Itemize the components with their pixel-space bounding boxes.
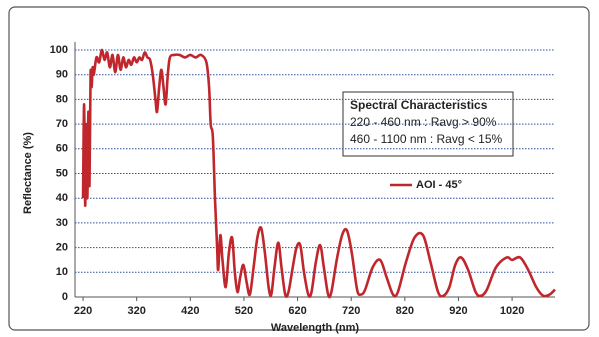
y-tick-label: 30 [56,217,68,229]
y-axis-title: Reflectance (%) [22,132,34,214]
x-tick-label: 620 [288,305,306,317]
annotation: Spectral Characteristics [350,98,488,112]
x-axis-title: Wavelength (nm) [271,322,360,334]
y-tick-label: 90 [56,69,68,81]
y-tick-label: 20 [56,242,68,254]
x-tick-label: 720 [342,305,360,317]
x-tick-label: 820 [396,305,414,317]
y-tick-label: 40 [56,192,68,204]
legend-label: AOI - 45° [416,179,462,191]
y-tick-label: 60 [56,143,68,155]
x-tick-label: 520 [235,305,253,317]
x-tick-label: 420 [181,305,199,317]
x-tick-label: 920 [449,305,467,317]
data-line [81,48,556,299]
y-tick-label: 80 [56,93,68,105]
y-tick-label: 50 [56,167,68,179]
frame [8,6,590,331]
x-tick-label: 220 [74,305,92,317]
x-tick-label: 320 [127,305,145,317]
y-tick-label: 0 [62,291,68,303]
annotation-border [342,91,514,157]
y-tick-label: 10 [56,266,68,278]
annotation: 220 - 460 nm : Ravg > 90% [350,115,497,129]
y-tick-label: 70 [56,118,68,130]
annotation-box: Spectral Characteristics 220 - 460 nm : … [342,91,514,157]
y-tick-label: 100 [50,44,68,56]
annotation: 460 - 1100 nm : Ravg < 15% [350,132,503,146]
x-tick-label: 1020 [500,305,524,317]
